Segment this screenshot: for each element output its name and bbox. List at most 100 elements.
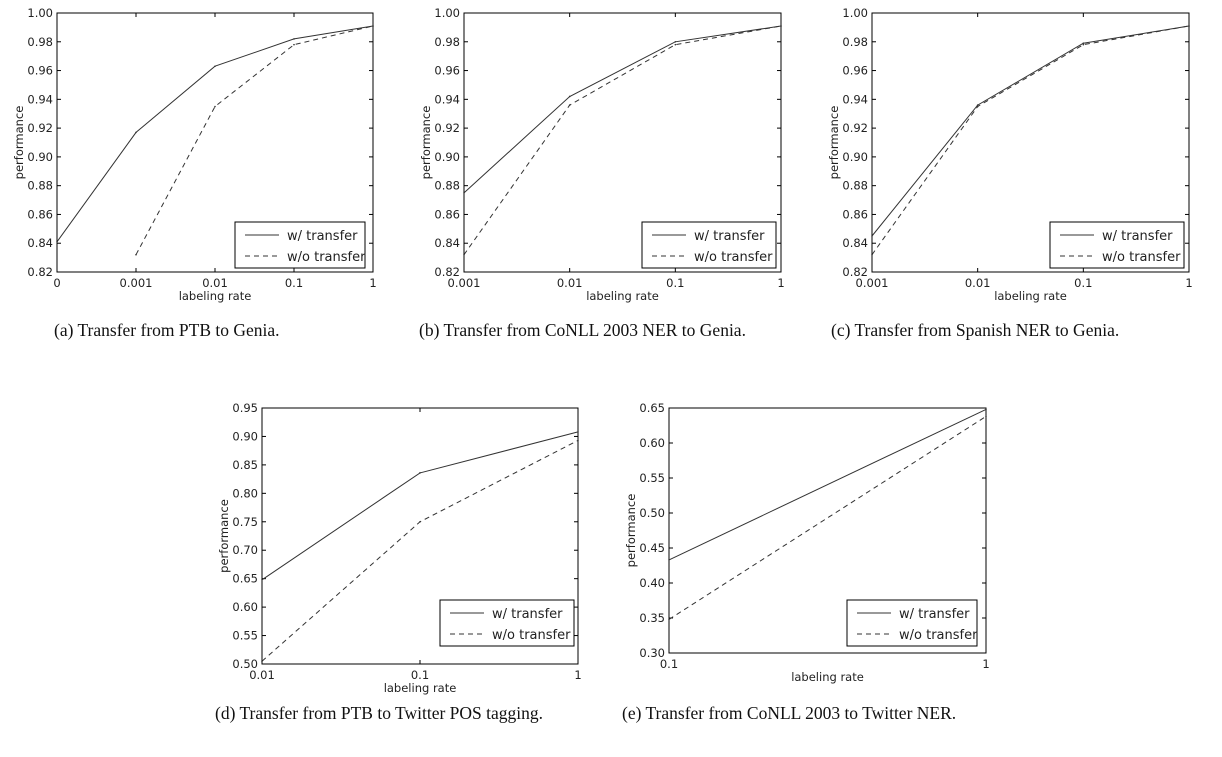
- y-axis-label: performance: [12, 106, 26, 180]
- legend-label: w/o transfer: [287, 250, 366, 265]
- data-point: [976, 104, 979, 106]
- series-line-w-transfer: [668, 408, 987, 561]
- data-point: [214, 105, 216, 108]
- x-tick-label: 0.001: [448, 276, 481, 290]
- data-point: [668, 618, 670, 621]
- legend-label: w/ transfer: [694, 229, 765, 244]
- y-tick-label: 0.70: [232, 543, 258, 557]
- chart-svg-a: 0.82 0.84 0.86 0.88 0.90 0.92 0.94 0.96 0.98 1.00…: [12, 6, 377, 303]
- chart-svg-b: 0.82 0.84 0.86 0.88 0.90 0.92 0.94 0.96 0.98 1.00…: [419, 6, 785, 303]
- legend-label: w/o transfer: [492, 628, 571, 643]
- x-tick-label: 1: [369, 276, 376, 290]
- data-point: [985, 415, 987, 418]
- y-tick-label: 0.45: [639, 541, 665, 555]
- data-point: [419, 472, 421, 474]
- x-tick-label: 0.001: [856, 276, 889, 290]
- y-tick-label: 0.65: [232, 572, 258, 586]
- y-tick-label: 1.00: [434, 6, 460, 20]
- y-tick-label: 0.94: [27, 92, 53, 106]
- data-point: [419, 520, 421, 523]
- data-point: [674, 43, 677, 46]
- data-point: [976, 105, 979, 108]
- data-point: [293, 43, 295, 46]
- legend-label: w/ transfer: [1102, 229, 1173, 244]
- y-tick-label: 0.86: [434, 207, 460, 221]
- x-tick-label: 0.01: [202, 276, 228, 290]
- chart-panel-d: 0.50 0.55 0.60 0.65 0.70 0.75 0.80 0.85 0.90 0.95…: [0, 380, 600, 757]
- y-tick-label: 0.82: [27, 265, 53, 279]
- legend-label: w/ transfer: [287, 229, 358, 244]
- y-tick-label: 0.60: [639, 436, 665, 450]
- x-tick-label: 1: [574, 668, 581, 682]
- y-tick-label: 1.00: [842, 6, 868, 20]
- series-line-wo-transfer: [871, 25, 1190, 255]
- data-point: [135, 131, 137, 134]
- y-tick-label: 0.40: [639, 576, 665, 590]
- data-point: [261, 660, 263, 662]
- data-point: [1082, 42, 1085, 45]
- x-tick-label: 0.1: [285, 276, 303, 290]
- chart-panel-e: 0.30 0.35 0.40 0.45 0.50 0.55 0.60 0.65 0.1 1 labe…: [0, 380, 1000, 757]
- legend-label: w/o transfer: [1102, 250, 1181, 265]
- caption-b: (b) Transfer from CoNLL 2003 NER to Geni…: [419, 320, 746, 340]
- y-tick-label: 0.88: [434, 179, 460, 193]
- x-tick-label: 1: [777, 276, 784, 290]
- legend-label: w/ transfer: [899, 607, 970, 622]
- data-point: [568, 104, 571, 106]
- x-tick-label: 0.001: [120, 276, 153, 290]
- data-point: [780, 25, 782, 27]
- y-tick-label: 0.96: [842, 64, 868, 78]
- y-tick-label: 0.80: [232, 486, 258, 500]
- x-axis-label: labeling rate: [586, 289, 659, 303]
- data-point: [674, 40, 677, 43]
- y-tick-label: 0.55: [639, 471, 665, 485]
- legend-box: [1049, 221, 1185, 269]
- chart-panel-b: 0.82 0.84 0.86 0.88 0.90 0.92 0.94 0.96 0.98 1.00…: [0, 0, 800, 380]
- y-tick-label: 0.85: [232, 458, 258, 472]
- data-point: [293, 38, 295, 40]
- plot-frame-e: [668, 407, 987, 654]
- y-axis-label: performance: [827, 106, 841, 180]
- series-line-w-transfer: [871, 25, 1190, 237]
- data-point: [463, 192, 465, 194]
- x-tick-label: 0.01: [249, 668, 275, 682]
- legend-box: [234, 221, 366, 269]
- caption-d: (d) Transfer from PTB to Twitter POS tag…: [215, 703, 544, 723]
- data-point: [871, 235, 873, 237]
- y-tick-label: 0.88: [27, 179, 53, 193]
- x-axis-label: labeling rate: [791, 670, 864, 684]
- y-tick-label: 0.30: [639, 646, 665, 660]
- data-point: [214, 65, 216, 68]
- chart-panel-a: 0.82 0.84 0.86 0.88 0.90 0.92 0.94 0.96 0.98 1.00…: [0, 0, 400, 380]
- y-tick-label: 0.90: [434, 150, 460, 164]
- y-tick-label: 0.94: [842, 92, 868, 106]
- data-point: [577, 439, 579, 442]
- y-tick-label: 0.82: [434, 265, 460, 279]
- chart-panel-c: 0.82 0.84 0.86 0.88 0.90 0.92 0.94 0.96 0.98 1.00…: [827, 6, 1193, 340]
- x-tick-label: 0.1: [666, 276, 684, 290]
- chart-svg-d: 0.50 0.55 0.60 0.65 0.70 0.75 0.80 0.85 0.90 0.95…: [217, 401, 582, 695]
- x-tick-label: 0: [53, 276, 60, 290]
- caption-e: (e) Transfer from CoNLL 2003 to Twitter …: [622, 703, 957, 723]
- y-tick-label: 0.90: [27, 150, 53, 164]
- data-point: [577, 431, 579, 433]
- legend-box: [846, 599, 978, 647]
- data-point: [985, 408, 987, 411]
- x-tick-label: 0.1: [660, 657, 678, 671]
- y-tick-label: 0.92: [842, 121, 868, 135]
- y-tick-label: 0.90: [842, 150, 868, 164]
- data-point: [463, 253, 465, 256]
- x-tick-label: 0.01: [965, 276, 991, 290]
- y-tick-label: 0.82: [842, 265, 868, 279]
- y-tick-label: 1.00: [27, 6, 53, 20]
- y-tick-label: 0.84: [27, 236, 53, 250]
- x-tick-label: 1: [1185, 276, 1192, 290]
- x-tick-label: 0.1: [411, 668, 429, 682]
- data-point: [261, 579, 263, 581]
- caption-a: (a) Transfer from PTB to Genia.: [54, 320, 280, 340]
- chart-svg-c: 0.82 0.84 0.86 0.88 0.90 0.92 0.94 0.96 0.98 1.00…: [827, 6, 1193, 303]
- x-tick-label: 0.1: [1074, 276, 1092, 290]
- y-tick-label: 0.84: [842, 236, 868, 250]
- data-point: [372, 25, 374, 27]
- y-tick-label: 0.94: [434, 92, 460, 106]
